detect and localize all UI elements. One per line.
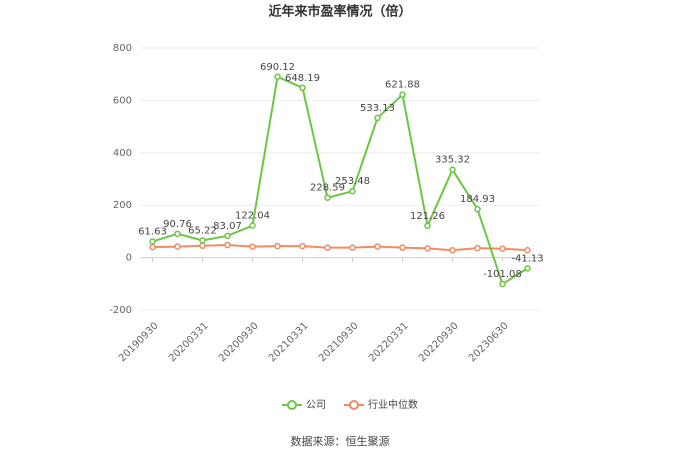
- y-tick-label: -200: [109, 305, 132, 316]
- point: [249, 243, 256, 250]
- point: [324, 244, 331, 251]
- point: [474, 244, 481, 252]
- data-label: 621.88: [385, 80, 420, 91]
- point: [399, 91, 406, 98]
- y-tick-label: 400: [113, 148, 132, 159]
- data-label: 121.26: [410, 211, 445, 222]
- point: [299, 242, 306, 250]
- point: [349, 187, 356, 195]
- x-tick-label: 20220331: [367, 320, 411, 364]
- y-tick-label: 200: [113, 200, 132, 211]
- data-label: -101.08: [483, 269, 522, 280]
- x-tick-label: 20200930: [217, 320, 261, 364]
- point: [149, 243, 156, 251]
- point: [274, 73, 281, 81]
- data-label: 690.12: [260, 62, 295, 73]
- point: [449, 166, 456, 173]
- series-line: [152, 75, 529, 286]
- point: [324, 194, 331, 201]
- data-label: 83.07: [213, 221, 242, 232]
- point: [249, 222, 256, 229]
- data-label: 184.93: [460, 194, 495, 205]
- point: [174, 230, 181, 238]
- x-tick-label: 20220930: [417, 320, 461, 364]
- point: [499, 280, 506, 288]
- data-label: 90.76: [163, 219, 192, 230]
- point: [274, 242, 281, 250]
- x-tick-label: 20200331: [167, 320, 211, 364]
- data-label: 533.13: [360, 103, 395, 114]
- point: [224, 241, 231, 249]
- data-label: 335.32: [435, 155, 470, 166]
- x-tick-label: 20190930: [117, 320, 161, 364]
- x-tick-label: 20210930: [317, 320, 361, 364]
- point: [199, 242, 206, 250]
- point: [224, 232, 231, 240]
- x-tick-label: 20230630: [467, 320, 511, 364]
- data-label: 61.63: [138, 226, 167, 237]
- y-tick-label: 800: [113, 43, 132, 54]
- point: [524, 247, 531, 254]
- point: [199, 237, 206, 244]
- legend-label: 行业中位数: [368, 398, 418, 411]
- point: [149, 238, 156, 245]
- point: [474, 205, 481, 213]
- point: [374, 243, 381, 250]
- point: [374, 114, 381, 122]
- point: [424, 222, 431, 230]
- point: [399, 244, 406, 251]
- data-label: 65.22: [188, 226, 217, 237]
- y-tick-label: 600: [113, 95, 132, 106]
- data-label: 648.19: [285, 73, 320, 84]
- legend-marker: [349, 400, 359, 410]
- data-label: 228.59: [310, 183, 345, 194]
- point: [524, 265, 531, 272]
- point: [174, 243, 181, 250]
- point: [299, 84, 306, 92]
- legend-marker: [287, 400, 297, 410]
- data-label: -41.13: [511, 253, 543, 264]
- legend-label: 公司: [306, 400, 326, 411]
- series-line: [152, 244, 528, 252]
- data-label: 253.48: [335, 176, 370, 187]
- point: [349, 244, 356, 251]
- point: [499, 245, 506, 252]
- source: 数据来源：恒生聚源: [291, 434, 390, 448]
- data-label: 122.04: [235, 211, 270, 222]
- chart-title: 近年来市盈率情况（倍）: [268, 4, 411, 20]
- x-tick-label: 20210331: [267, 320, 311, 364]
- point: [449, 247, 456, 254]
- y-tick-label: 0: [126, 253, 132, 264]
- point: [424, 245, 431, 252]
